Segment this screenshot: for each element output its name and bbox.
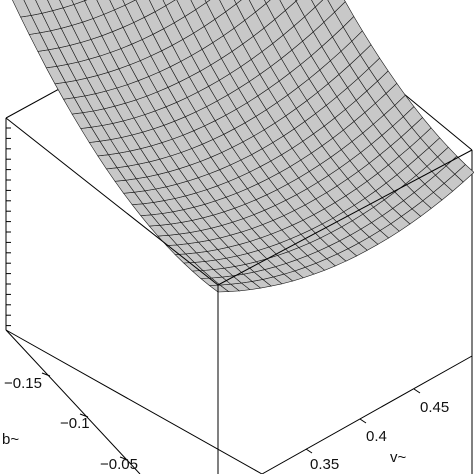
surface-face — [327, 0, 346, 13]
surface-face — [233, 0, 242, 5]
surface-face — [135, 0, 156, 18]
surface-face — [295, 0, 316, 18]
surface-face — [165, 0, 186, 24]
x-tick — [119, 456, 129, 461]
box-front-edges — [5, 117, 473, 474]
y-tick-label: 0.4 — [366, 428, 387, 445]
surface-face — [295, 0, 298, 2]
surface-face — [265, 0, 286, 20]
surface-face — [83, 0, 88, 2]
surface-face — [109, 0, 126, 11]
surface-face — [124, 0, 145, 23]
x-axis-line — [5, 329, 141, 474]
x-tick — [41, 372, 51, 377]
surface-face — [314, 0, 335, 23]
y-tick — [359, 418, 367, 424]
y-tick — [413, 388, 421, 394]
surface-face — [205, 0, 226, 20]
surface-face — [96, 0, 115, 15]
surface-face — [235, 0, 256, 21]
y-axis-title: v~ — [390, 449, 407, 466]
surface-face — [176, 0, 197, 17]
y-axis-line — [261, 355, 473, 474]
z-axis — [6, 127, 11, 327]
y-tick-label: 0.45 — [420, 399, 449, 416]
box-edge — [5, 117, 219, 286]
x-tick-label: −0.1 — [60, 415, 90, 432]
surface-face — [248, 0, 267, 13]
surface-face — [47, 0, 64, 12]
box-edge — [5, 329, 263, 474]
surface-face — [149, 0, 167, 13]
surface — [12, 0, 474, 293]
surface-face — [71, 0, 86, 5]
surface-face — [219, 0, 237, 13]
surface-face — [59, 0, 75, 9]
surface-face — [162, 0, 176, 7]
x-axis — [5, 329, 141, 474]
y-axis — [261, 355, 473, 474]
surface-face — [204, 0, 211, 3]
y-tick — [305, 448, 313, 454]
surface-face — [279, 0, 297, 11]
surface-face — [122, 0, 137, 6]
surface-face — [264, 0, 271, 4]
box-edge — [217, 149, 473, 286]
surface-face — [190, 0, 207, 11]
surface-face — [35, 0, 54, 14]
x-axis-title: b~ — [2, 431, 19, 448]
surface-face — [311, 0, 324, 8]
x-tick-label: −0.15 — [4, 375, 42, 392]
surface-face — [12, 0, 32, 18]
y-tick-label: 0.35 — [310, 456, 339, 473]
x-tick-label: −0.05 — [100, 456, 138, 473]
x-tick — [79, 413, 89, 418]
